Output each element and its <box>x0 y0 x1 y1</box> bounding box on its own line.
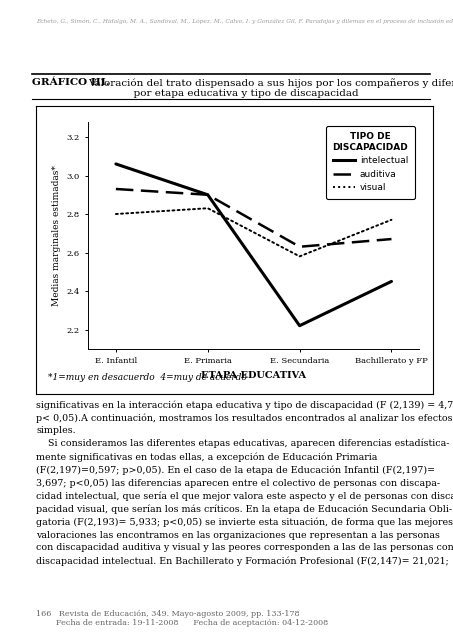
Y-axis label: Medias marginales estimadas*: Medias marginales estimadas* <box>52 164 61 306</box>
X-axis label: ETAPA EDUCATIVA: ETAPA EDUCATIVA <box>201 371 306 380</box>
Text: 166   Revista de Educación, 349. Mayo-agosto 2009, pp. 133-178: 166 Revista de Educación, 349. Mayo-agos… <box>36 609 300 618</box>
Text: significativas en la interacción etapa educativa y tipo de discapacidad (F (2,13: significativas en la interacción etapa e… <box>36 400 453 566</box>
Text: Echeto, G., Simón, C., Hidalgo, M. A., Sandoval, M., López, M., Calvo, I. y Gonz: Echeto, G., Simón, C., Hidalgo, M. A., S… <box>36 18 453 24</box>
Text: *1=muy en desacuerdo  4=muy de acuerdo: *1=muy en desacuerdo 4=muy de acuerdo <box>48 373 247 382</box>
Legend: intelectual, auditiva, visual: intelectual, auditiva, visual <box>326 126 414 198</box>
Text: Fecha de entrada: 19-11-2008      Fecha de aceptación: 04-12-2008: Fecha de entrada: 19-11-2008 Fecha de ac… <box>36 620 328 627</box>
Text: GRÁFICO III.: GRÁFICO III. <box>32 78 109 87</box>
Text: Valoración del trato dispensado a sus hijos por los compañeros y diferencias
   : Valoración del trato dispensado a sus hi… <box>88 78 453 99</box>
